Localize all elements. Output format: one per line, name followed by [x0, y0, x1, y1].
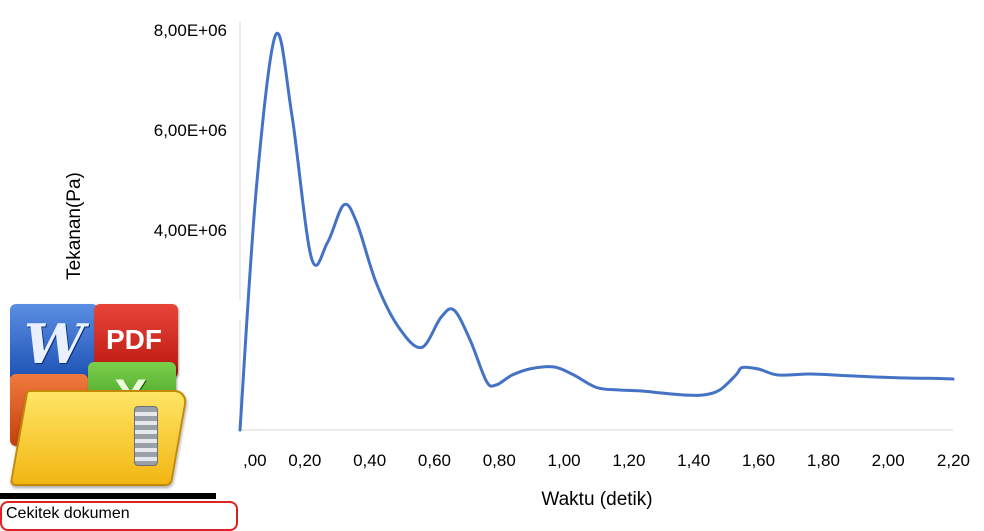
x-tick-label: 2,20 [937, 451, 970, 470]
y-tick-label: 4,00E+06 [154, 221, 227, 240]
caption-pill[interactable]: Ce‌ki‌t‌e‌k d‌o‌k‌u‌m‌e‌n [0, 501, 238, 531]
x-tick-label: 1,00 [548, 451, 581, 470]
y-tick-labels: 4,00E+06 6,00E+06 8,00E+06 [154, 21, 227, 240]
series-line-pressure [238, 31, 955, 432]
y-axis-title: Tekanan(Pa) [64, 172, 85, 280]
office-documents-icon: W PDF X [9, 304, 189, 486]
y-tick-label: 6,00E+06 [154, 121, 227, 140]
x-tick-label: 0,40 [353, 451, 386, 470]
x-axis-title: Waktu (detik) [541, 489, 652, 510]
y-tick-label: 8,00E+06 [154, 21, 227, 40]
x-tick-label: 1,80 [807, 451, 840, 470]
x-tick-label: 1,60 [742, 451, 775, 470]
caption-bar [0, 493, 216, 499]
caption-chip[interactable]: Ce‌ki‌t‌e‌k d‌o‌k‌u‌m‌e‌n [0, 493, 240, 531]
zipper-icon [134, 406, 158, 466]
x-tick-label: 1,20 [612, 451, 645, 470]
x-tick-label: 1,40 [677, 451, 710, 470]
line-chart: ,00 0,20 0,40 0,60 0,80 1,00 1,20 1,40 1,60 1,80 2… [64, 21, 970, 510]
folder-icon [9, 390, 189, 486]
x-tick-label: 0,80 [483, 451, 516, 470]
x-tick-label: 0,20 [288, 451, 321, 470]
x-tick-label: 2,00 [872, 451, 905, 470]
x-tick-label: ,00 [243, 451, 267, 470]
x-tick-label: 0,60 [418, 451, 451, 470]
caption-text: Ce‌ki‌t‌e‌k d‌o‌k‌u‌m‌e‌n [6, 505, 130, 522]
word-icon: W [10, 304, 98, 382]
x-tick-labels: ,00 0,20 0,40 0,60 0,80 1,00 1,20 1,40 1,60 1,80 2… [243, 451, 970, 470]
